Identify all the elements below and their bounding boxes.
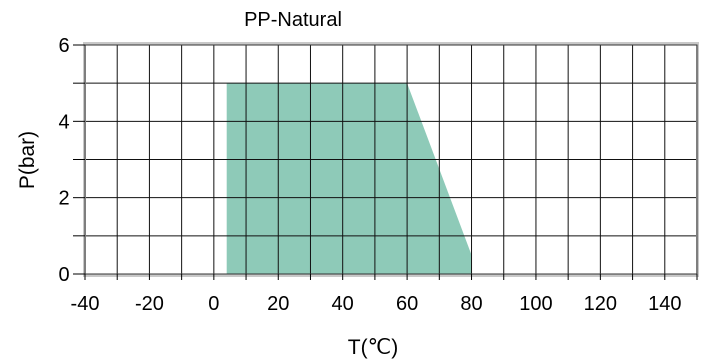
x-tick-label: -40 <box>71 293 100 315</box>
y-axis-label: P(bar) <box>16 131 39 189</box>
y-tick-label: 0 <box>58 264 69 286</box>
y-tick-label: 2 <box>58 188 69 210</box>
x-tick-label: -20 <box>135 293 164 315</box>
chart-title: PP-Natural <box>244 9 342 31</box>
frame-top-band <box>83 42 699 45</box>
y-tick-label: 4 <box>58 111 69 133</box>
x-tick-label: 0 <box>208 293 219 315</box>
x-tick-label: 60 <box>396 293 418 315</box>
area-series-0 <box>226 83 472 274</box>
x-tick-label: 20 <box>267 293 289 315</box>
x-tick-label: 40 <box>332 293 354 315</box>
y-tick-labels: 0 2 4 6 <box>58 35 69 286</box>
y-tick-label: 6 <box>58 35 69 57</box>
x-tick-label: 80 <box>460 293 482 315</box>
x-axis-label: T(℃) <box>348 336 398 359</box>
x-tick-label: 120 <box>584 293 617 315</box>
frame-bottom-band <box>83 274 699 277</box>
axis-ticks <box>73 44 698 280</box>
x-tick-label: 100 <box>519 293 552 315</box>
operating-area <box>226 83 472 274</box>
x-tick-labels: -40 -20 0 20 40 60 80 100 120 140 <box>71 293 682 315</box>
x-tick-label: 140 <box>648 293 681 315</box>
